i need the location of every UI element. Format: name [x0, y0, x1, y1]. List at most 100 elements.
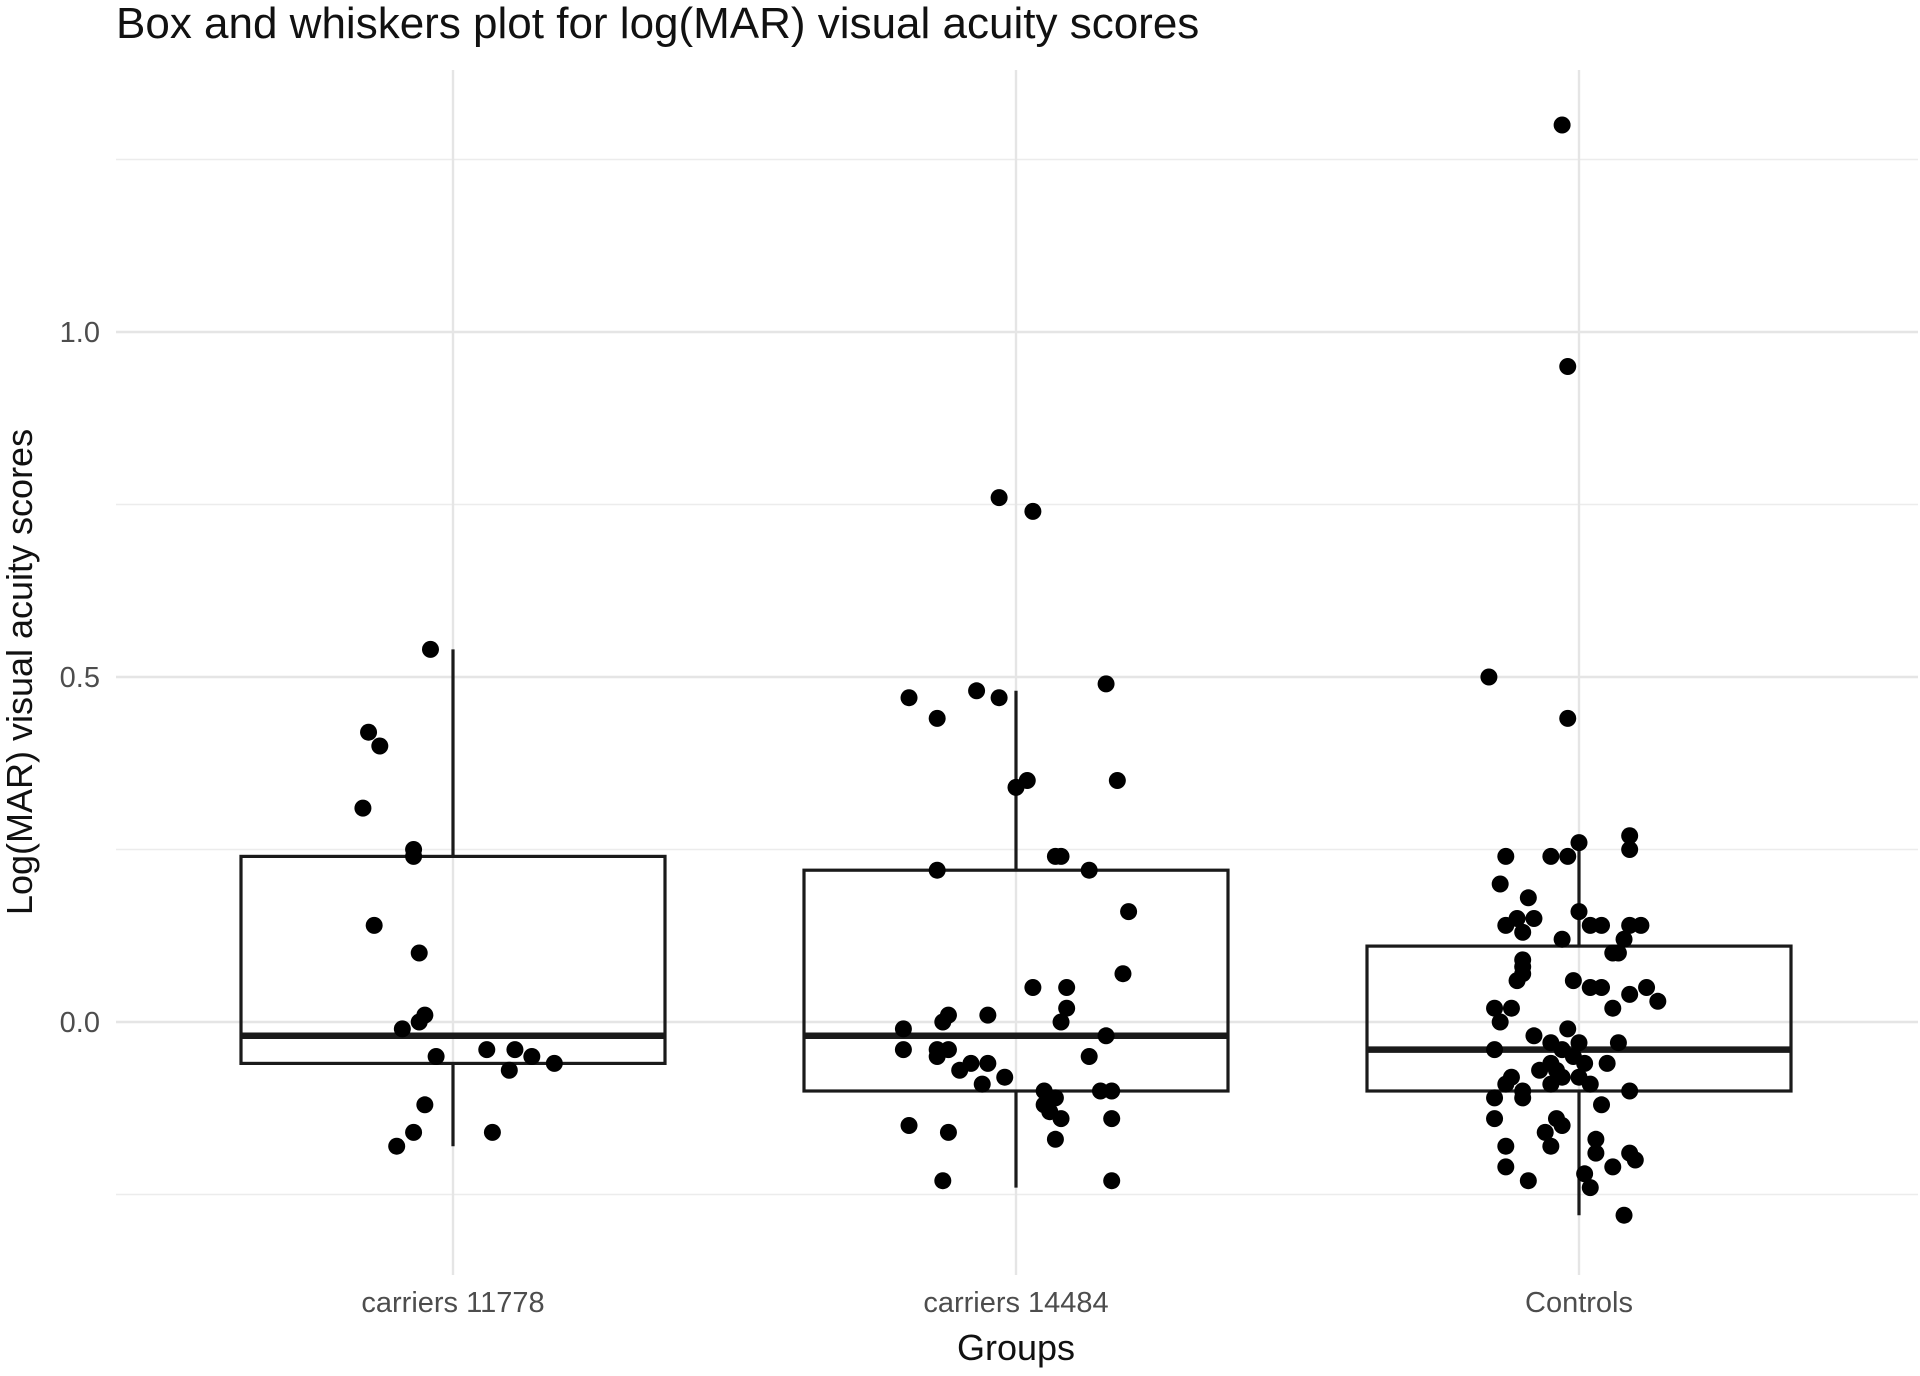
- data-point: [894, 1041, 912, 1059]
- data-point: [1007, 778, 1025, 796]
- data-point: [1531, 1061, 1549, 1079]
- data-point: [934, 1172, 952, 1190]
- data-point: [1542, 1137, 1560, 1155]
- data-point: [1559, 1020, 1577, 1038]
- data-point: [1052, 847, 1070, 865]
- data-point: [1497, 1137, 1515, 1155]
- data-point: [360, 723, 378, 741]
- data-point: [478, 1041, 496, 1059]
- data-point: [483, 1123, 501, 1141]
- data-point: [1486, 1089, 1504, 1107]
- data-point: [354, 799, 372, 817]
- data-point: [1120, 903, 1138, 921]
- x-axis-tick-labels: carriers 11778 carriers 14484 Controls: [361, 1287, 1633, 1319]
- data-point: [410, 944, 428, 962]
- data-point: [1486, 1041, 1504, 1059]
- data-point: [1486, 999, 1504, 1017]
- data-point: [1604, 999, 1622, 1017]
- data-point: [393, 1020, 411, 1038]
- data-point: [894, 1020, 912, 1038]
- data-point: [1615, 930, 1633, 948]
- data-point: [1576, 1165, 1594, 1183]
- data-point: [1609, 944, 1627, 962]
- data-point: [1604, 1158, 1622, 1176]
- data-point: [1593, 1096, 1611, 1114]
- data-point: [1480, 668, 1498, 686]
- data-point: [1649, 992, 1667, 1010]
- data-point: [1491, 875, 1509, 893]
- data-point: [1058, 999, 1076, 1017]
- data-point: [1576, 1054, 1594, 1072]
- data-point: [1638, 979, 1656, 996]
- data-point: [928, 709, 946, 727]
- data-point: [1080, 861, 1098, 879]
- data-point: [1514, 1089, 1532, 1107]
- data-point: [1525, 910, 1543, 927]
- data-point: [1097, 675, 1115, 693]
- data-point: [1491, 1013, 1509, 1031]
- interquartile-box: [802, 868, 1230, 1093]
- data-point: [1097, 1027, 1115, 1045]
- data-point: [900, 1117, 918, 1134]
- y-tick-label: 1.0: [60, 317, 100, 349]
- data-point: [1502, 999, 1520, 1017]
- data-point: [365, 916, 383, 934]
- data-point: [939, 1123, 957, 1141]
- data-point: [1587, 1130, 1605, 1148]
- data-point: [1621, 1082, 1639, 1100]
- interquartile-box: [1365, 944, 1793, 1093]
- data-point: [1559, 358, 1577, 375]
- data-point: [934, 1013, 952, 1031]
- data-point: [388, 1137, 406, 1155]
- data-point: [1542, 847, 1560, 865]
- data-point: [979, 1054, 997, 1072]
- data-point: [1519, 889, 1537, 907]
- data-point: [1559, 847, 1577, 865]
- data-point: [1024, 979, 1042, 996]
- data-point: [1570, 834, 1588, 852]
- data-point: [1052, 1013, 1070, 1031]
- data-point: [1103, 1172, 1121, 1190]
- y-axis-tick-labels: 0.0 0.5 1.0: [60, 317, 100, 1039]
- data-points: [354, 116, 1667, 1224]
- data-point: [973, 1075, 991, 1093]
- data-point: [1598, 1054, 1616, 1072]
- x-axis-title: Groups: [957, 1327, 1075, 1368]
- data-point: [900, 689, 918, 707]
- data-point: [1621, 827, 1639, 845]
- data-point: [1581, 979, 1599, 996]
- data-point: [1103, 1110, 1121, 1128]
- data-point: [1024, 502, 1042, 520]
- data-point: [1570, 903, 1588, 921]
- y-tick-label: 0.5: [60, 662, 100, 694]
- data-point: [1553, 116, 1571, 134]
- data-point: [1046, 1130, 1064, 1148]
- boxes: [239, 649, 1793, 1216]
- data-point: [1581, 1075, 1599, 1093]
- data-point: [506, 1041, 524, 1059]
- y-axis-title: Log(MAR) visual acuity scores: [0, 429, 40, 915]
- data-point: [968, 682, 986, 700]
- chart-title: Box and whiskers plot for log(MAR) visua…: [116, 0, 1199, 48]
- data-point: [990, 689, 1008, 707]
- data-point: [1497, 1075, 1515, 1093]
- data-point: [523, 1048, 541, 1065]
- data-point: [1519, 1172, 1537, 1190]
- data-point: [405, 847, 423, 865]
- data-point: [1581, 1179, 1599, 1197]
- data-point: [1508, 972, 1526, 990]
- data-point: [1108, 772, 1126, 789]
- data-point: [928, 861, 946, 879]
- data-point: [1609, 1034, 1627, 1052]
- data-point: [1621, 841, 1639, 858]
- data-point: [371, 737, 389, 755]
- data-point: [1497, 916, 1515, 934]
- data-point: [1587, 1144, 1605, 1162]
- data-point: [951, 1061, 969, 1079]
- data-point: [1559, 709, 1577, 727]
- data-point: [1553, 930, 1571, 948]
- x-tick-label: carriers 14484: [923, 1287, 1108, 1319]
- data-point: [500, 1061, 518, 1079]
- data-point: [1497, 1158, 1515, 1176]
